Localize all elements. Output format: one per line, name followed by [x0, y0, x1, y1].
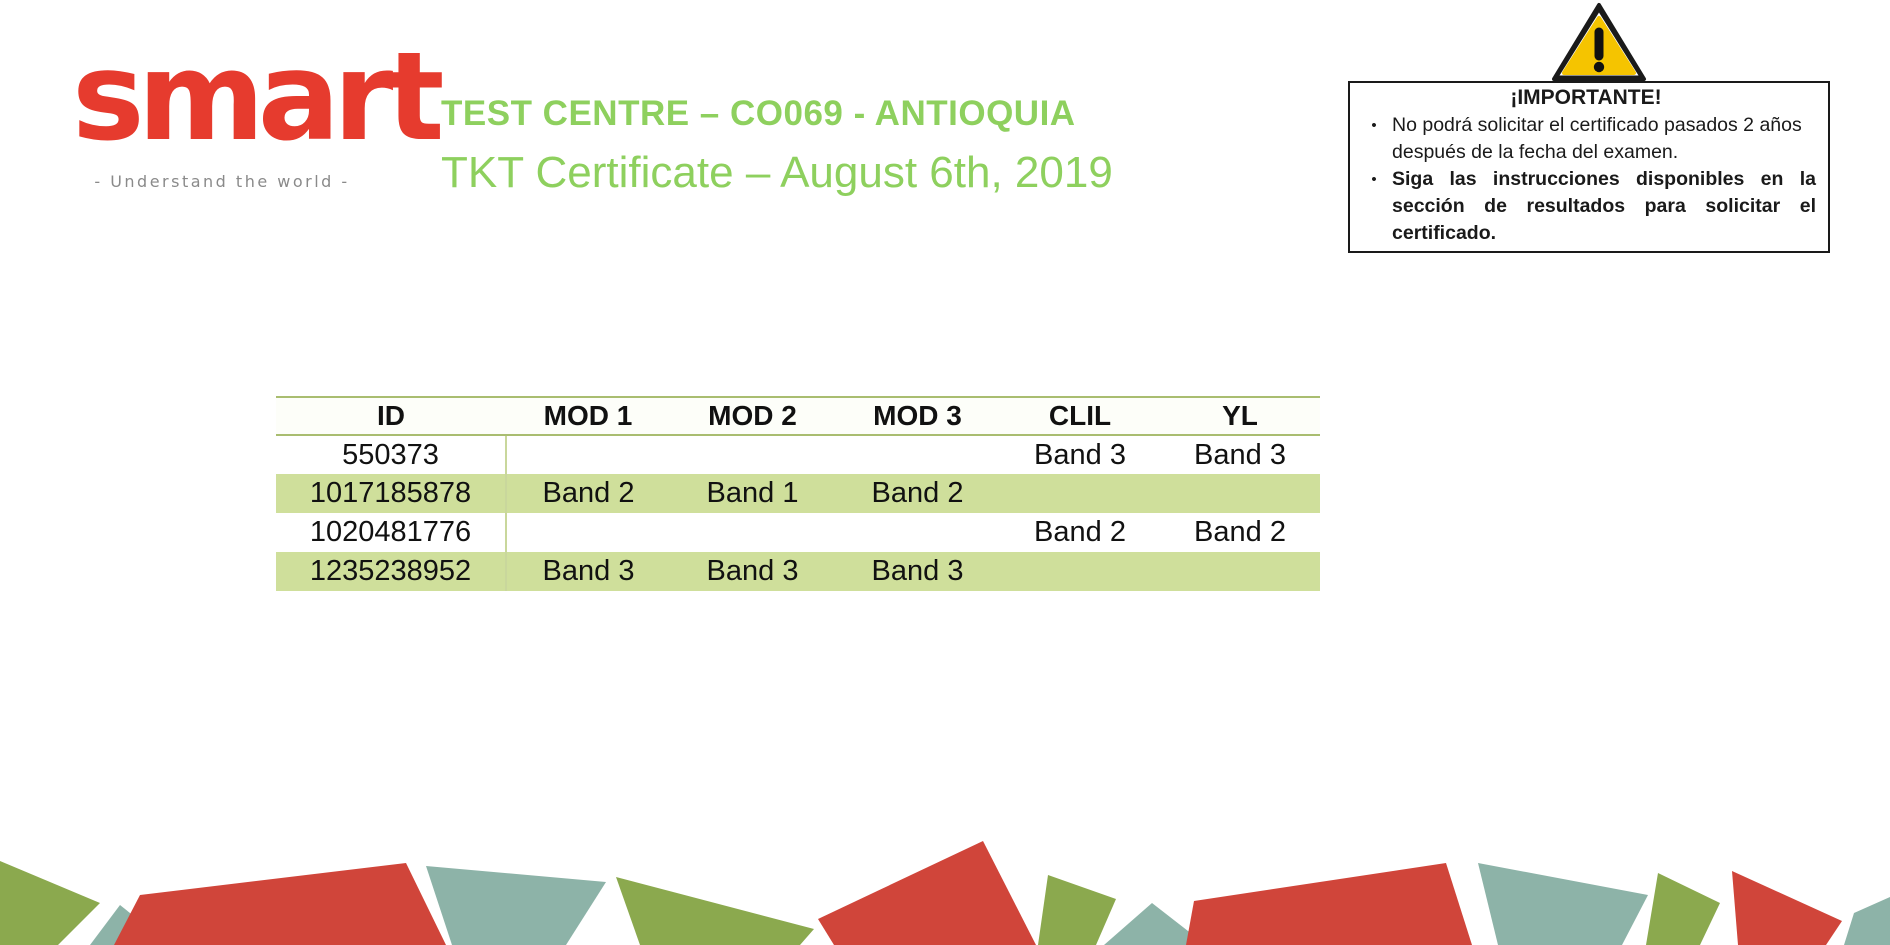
- test-centre-heading: TEST CENTRE – CO069 - ANTIOQUIA: [441, 94, 1076, 133]
- cell-id: 550373: [276, 435, 507, 474]
- cell-mod2: Band 3: [706, 555, 799, 587]
- cell-mod3: Band 3: [871, 555, 964, 587]
- bullet-dot: •: [1371, 171, 1377, 188]
- col-header-mod2: MOD 2: [670, 396, 835, 436]
- cell-mod2: Band 1: [706, 477, 799, 509]
- results-table-container: ID MOD 1 MOD 2 MOD 3 CLIL YL 550373 Band…: [276, 396, 1320, 591]
- col-header-mod1: MOD 1: [506, 396, 670, 436]
- cell-mod1: [506, 513, 670, 552]
- table-row: 550373 Band 3 Band 3: [276, 435, 1320, 474]
- cell-clil: Band 3: [1034, 438, 1126, 471]
- table-row: 1235238952 Band 3 Band 3 Band 3: [276, 552, 1320, 591]
- warning-triangle-icon: [1552, 3, 1646, 81]
- table-row: 1017185878 Band 2 Band 1 Band 2: [276, 474, 1320, 513]
- cell-yl: [1160, 474, 1320, 513]
- notice-bullet-text: Siga las instrucciones disponibles en la…: [1392, 168, 1816, 244]
- logo-wordmark: smart: [72, 26, 445, 168]
- cell-mod1: Band 3: [542, 555, 635, 587]
- important-notice-box: ¡IMPORTANTE! • No podrá solicitar el cer…: [1348, 81, 1830, 253]
- bullet-dot: •: [1371, 117, 1377, 134]
- table-row: 1020481776 Band 2 Band 2: [276, 513, 1320, 552]
- cell-clil: [1000, 552, 1160, 591]
- cell-yl: Band 3: [1194, 438, 1286, 471]
- results-table: ID MOD 1 MOD 2 MOD 3 CLIL YL 550373 Band…: [276, 396, 1320, 591]
- notice-bullet: • No podrá solicitar el certificado pasa…: [1356, 112, 1816, 166]
- col-header-id: ID: [276, 396, 506, 436]
- cell-mod3: [835, 435, 1000, 474]
- cell-id: 1017185878: [276, 474, 507, 513]
- notice-bullet: • Siga las instrucciones disponibles en …: [1356, 166, 1816, 247]
- cell-mod2: [670, 513, 835, 552]
- cell-id: 1235238952: [276, 552, 507, 591]
- cell-yl: [1160, 552, 1320, 591]
- cell-id: 1020481776: [276, 513, 507, 552]
- col-header-mod3: MOD 3: [835, 396, 1000, 436]
- certificate-title: TKT Certificate – August 6th, 2019: [441, 148, 1113, 197]
- cell-yl: Band 2: [1194, 516, 1286, 548]
- col-header-clil: CLIL: [1000, 396, 1160, 436]
- col-header-yl: YL: [1160, 396, 1320, 436]
- cell-mod3: Band 2: [871, 477, 964, 509]
- page-headings: TEST CENTRE – CO069 - ANTIOQUIA TKT Cert…: [441, 94, 1113, 198]
- cell-mod3: [835, 513, 1000, 552]
- cell-clil: Band 2: [1034, 516, 1126, 548]
- cell-clil: [1000, 474, 1160, 513]
- table-header-row: ID MOD 1 MOD 2 MOD 3 CLIL YL: [276, 396, 1320, 436]
- confetti-footer-graphic: [0, 841, 1890, 945]
- notice-bullet-text: No podrá solicitar el certificado pasado…: [1392, 114, 1802, 163]
- cell-mod2: [670, 435, 835, 474]
- smart-logo: smart - Understand the world -: [72, 26, 445, 191]
- logo-tagline: - Understand the world -: [94, 171, 350, 191]
- cell-mod1: [506, 435, 670, 474]
- notice-title: ¡IMPORTANTE!: [1510, 86, 1662, 109]
- cell-mod1: Band 2: [542, 477, 635, 509]
